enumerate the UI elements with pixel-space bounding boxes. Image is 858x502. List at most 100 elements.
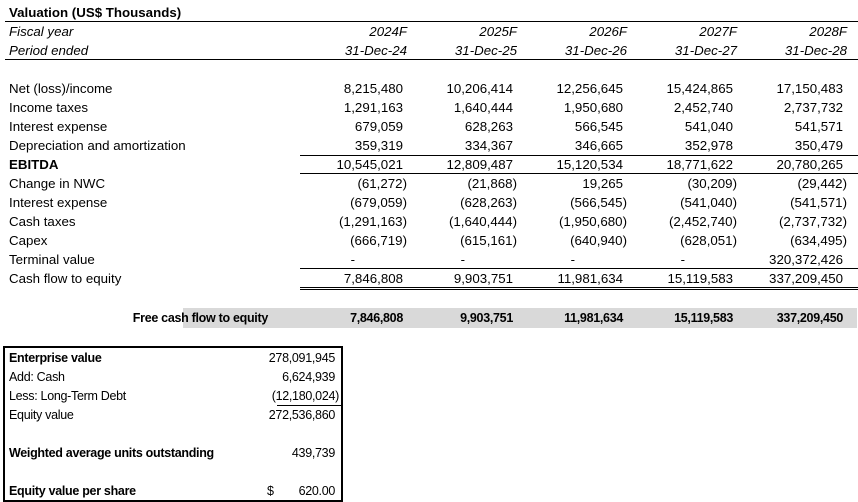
cell-value: 10,545,021 (336, 157, 403, 172)
year-header: 2028F (809, 24, 847, 39)
cell-value: 12,809,487 (446, 157, 513, 172)
table-row: Terminal value - - - - 320,372,426 (0, 250, 858, 269)
label: Less: Long-Term Debt (9, 389, 126, 403)
cell-value: 15,119,583 (667, 271, 733, 286)
divider (5, 59, 858, 60)
double-underline (300, 289, 858, 290)
page-title: Valuation (US$ Thousands) (9, 5, 182, 20)
table-row: Interest expense 679,059 628,263 566,545 541… (0, 117, 858, 136)
row-label: Terminal value (9, 252, 95, 267)
fcf-value: 15,119,583 (674, 311, 733, 325)
row-label: Change in NWC (9, 176, 106, 191)
enterprise-value-row: Enterprise value 278,091,945 (7, 349, 341, 368)
year-header: 2025F (479, 24, 517, 39)
equity-value-row: Equity value 272,536,860 (7, 406, 341, 425)
row-label: Capex (9, 233, 48, 248)
table-row: EBITDA 10,545,021 12,809,487 15,120,534 18,7… (0, 155, 858, 174)
cell-value: 541,571 (794, 119, 843, 134)
cell-value: - (680, 252, 685, 267)
units-row: Weighted average units outstanding 439,73… (7, 444, 341, 463)
label: Add: Cash (9, 370, 65, 384)
table-row: Interest expense (679,059) (628,263) (566,5… (0, 193, 858, 212)
year-header: 2027F (699, 24, 737, 39)
fcf-highlight (183, 308, 857, 328)
table-row: Cash flow to equity 7,846,808 9,903,751 11,… (0, 269, 858, 288)
period-header: 31-Dec-27 (674, 43, 737, 58)
divider (300, 155, 858, 156)
value: 439,739 (291, 446, 335, 460)
fcf-value: 9,903,751 (460, 311, 513, 325)
row-label: Interest expense (9, 119, 108, 134)
cell-value: (29,442) (797, 176, 847, 191)
row-label: Cash taxes (9, 214, 76, 229)
cell-value: (21,868) (467, 176, 517, 191)
divider (300, 268, 858, 269)
cell-value: 8,215,480 (343, 81, 403, 96)
divider (5, 21, 858, 22)
table-row: Income taxes 1,291,163 1,640,444 1,950,680 2… (0, 98, 858, 117)
cell-value: 19,265 (582, 176, 623, 191)
cell-value: 1,291,163 (343, 100, 403, 115)
cash-row: Add: Cash 6,624,939 (7, 368, 341, 387)
fiscal-year-row: Fiscal year 2024F 2025F 2026F 2027F 2028… (0, 22, 858, 41)
cell-value: 7,846,808 (343, 271, 403, 286)
currency-symbol: $ (267, 484, 274, 498)
cell-value: - (570, 252, 575, 267)
cell-value: 15,120,534 (556, 157, 623, 172)
cell-value: (679,059) (350, 195, 407, 210)
table-row: Capex (666,719) (615,161) (640,940) (628,051… (0, 231, 858, 250)
value: 6,624,939 (282, 370, 335, 384)
cell-value: 541,040 (684, 119, 733, 134)
period-header: 31-Dec-26 (564, 43, 627, 58)
cell-value: 334,367 (464, 138, 513, 153)
cell-value: 337,209,450 (769, 271, 843, 286)
cell-value: 1,950,680 (563, 100, 623, 115)
cell-value: (541,040) (680, 195, 737, 210)
equity-summary-box: Enterprise value 278,091,945 Add: Cash 6,6… (3, 346, 343, 502)
cell-value: 10,206,414 (446, 81, 513, 96)
fcf-value: 11,981,634 (564, 311, 623, 325)
cell-value: - (350, 252, 355, 267)
cell-value: (628,051) (680, 233, 737, 248)
value: 272,536,860 (268, 408, 336, 422)
value: 278,091,945 (268, 351, 336, 365)
period-header: 31-Dec-25 (454, 43, 517, 58)
cell-value: (615,161) (460, 233, 517, 248)
table-row: Depreciation and amortization 359,319 334,… (0, 136, 858, 155)
fcf-value: 337,209,450 (776, 311, 844, 325)
cell-value: 2,452,740 (673, 100, 733, 115)
divider (277, 405, 341, 406)
cell-value: (1,950,680) (558, 214, 627, 229)
value: (12,180,024) (271, 389, 340, 403)
double-underline (300, 287, 858, 288)
fcf-row: Free cash flow to equity 7,846,808 9,903… (0, 308, 858, 328)
period-header: 31-Dec-28 (784, 43, 847, 58)
cell-value: (666,719) (350, 233, 407, 248)
cell-value: 15,424,865 (666, 81, 733, 96)
label: Weighted average units outstanding (9, 446, 214, 460)
label: Enterprise value (9, 351, 102, 365)
cell-value: 350,479 (794, 138, 843, 153)
cell-value: 20,780,265 (776, 157, 843, 172)
year-header: 2024F (369, 24, 407, 39)
cell-value: (541,571) (790, 195, 847, 210)
cell-value: (61,272) (357, 176, 407, 191)
label: Equity value (9, 408, 74, 422)
row-label: Cash flow to equity (9, 271, 122, 286)
year-header: 2026F (589, 24, 627, 39)
cell-value: 566,545 (574, 119, 623, 134)
cell-value: 2,737,732 (783, 100, 843, 115)
label: Equity value per share (9, 484, 136, 498)
cell-value: 1,640,444 (453, 100, 513, 115)
cell-value: (1,291,163) (338, 214, 407, 229)
row-label: Income taxes (9, 100, 89, 115)
cell-value: 12,256,645 (556, 81, 623, 96)
row-label: Net (loss)/income (9, 81, 113, 96)
table-row: Cash taxes (1,291,163) (1,640,444) (1,950,6… (0, 212, 858, 231)
per-share-row: Equity value per share $620.00 (7, 482, 341, 501)
value: 620.00 (298, 484, 336, 498)
row-label: EBITDA (9, 157, 59, 172)
table-row: Net (loss)/income 8,215,480 10,206,414 12,2… (0, 79, 858, 98)
period-row: Period ended 31-Dec-24 31-Dec-25 31-Dec-… (0, 41, 858, 60)
divider (300, 173, 858, 174)
